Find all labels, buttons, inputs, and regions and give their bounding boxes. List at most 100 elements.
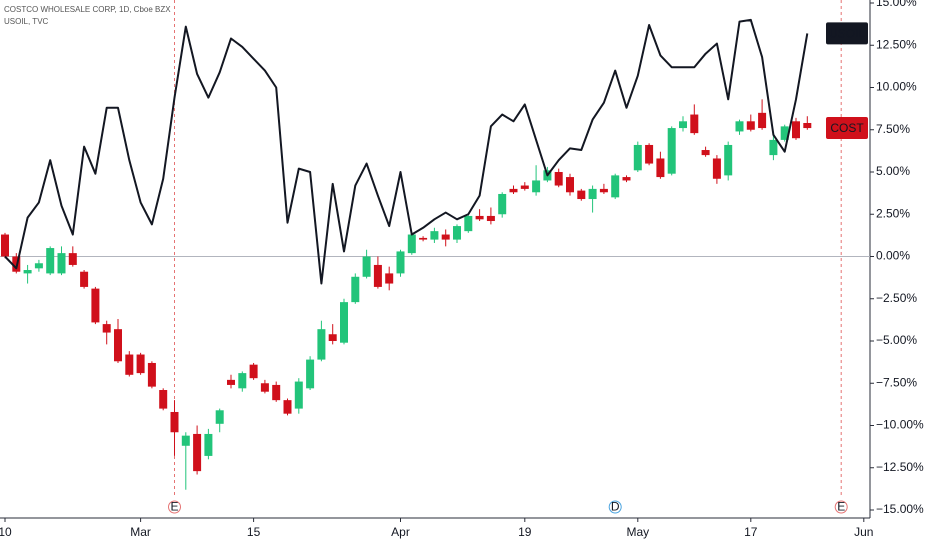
event-label: E <box>837 500 845 514</box>
candle-body <box>746 121 755 130</box>
candle-body <box>464 215 473 232</box>
price-badge-label: COST <box>830 121 864 135</box>
candle-body <box>125 354 134 375</box>
candle-body <box>566 177 574 193</box>
candle-body <box>136 354 145 374</box>
candle-body <box>170 411 179 433</box>
event-marker <box>834 500 848 514</box>
candle-body <box>667 128 676 174</box>
candle-body <box>588 188 597 200</box>
y-tick-label: −7.50% <box>876 375 917 389</box>
candle-body <box>633 144 642 171</box>
candle-body <box>792 121 800 139</box>
chart-subtitle: USOIL, TVC <box>4 17 49 26</box>
price-badge-label: USOIL <box>829 27 865 41</box>
candle-body <box>599 188 608 193</box>
candle-body <box>340 302 348 343</box>
candle-body <box>475 215 484 220</box>
candle-body <box>57 253 66 274</box>
candle-body <box>735 121 744 132</box>
candle-body <box>328 334 337 341</box>
candle-body <box>193 433 202 472</box>
candle-body <box>283 400 292 414</box>
candle-body <box>396 251 405 274</box>
candle-body <box>532 180 541 193</box>
candle-body <box>23 270 32 274</box>
candle-body <box>520 185 529 189</box>
y-tick-label: 0.00% <box>876 249 910 263</box>
candle-body <box>227 379 235 385</box>
candle-body <box>204 433 213 456</box>
candle-body <box>80 271 89 287</box>
candle-body <box>181 435 190 446</box>
candle-body <box>453 226 461 240</box>
x-tick-label: 15 <box>247 525 261 539</box>
candle-body <box>373 264 382 287</box>
candle-body <box>102 324 111 333</box>
y-tick-label: 12.50% <box>876 37 917 51</box>
candle-body <box>554 172 563 186</box>
y-tick-label: −12.50% <box>876 460 924 474</box>
y-tick-label: −10.00% <box>876 418 924 432</box>
x-tick-label: Mar <box>130 525 151 539</box>
y-tick-label: −2.50% <box>876 291 917 305</box>
candle-body <box>758 112 767 129</box>
candle-body <box>238 373 247 389</box>
x-tick-label: Jun <box>854 525 873 539</box>
candle-body <box>1 234 9 257</box>
event-marker <box>608 500 622 514</box>
price-badge <box>826 117 868 140</box>
candle-body <box>114 329 122 362</box>
y-tick-label: 10.00% <box>876 80 917 94</box>
candle-body <box>486 215 495 222</box>
candle-body <box>611 175 620 198</box>
candle-body <box>91 288 100 323</box>
candle-body <box>430 231 439 240</box>
y-tick-label: 7.50% <box>876 122 910 136</box>
candle-body <box>46 248 55 274</box>
candle-body <box>272 384 281 401</box>
y-tick-label: −15.00% <box>876 502 924 516</box>
candle-body <box>803 122 812 129</box>
candle-body <box>147 362 156 387</box>
series-line <box>4 18 809 285</box>
candle-body <box>656 158 665 178</box>
candle-body <box>34 263 43 269</box>
event-marker <box>168 500 181 514</box>
candle-body <box>407 234 416 254</box>
candle-body <box>509 188 518 193</box>
x-tick-label: 17 <box>744 525 758 539</box>
candle-body <box>385 273 394 284</box>
candle-body <box>351 276 360 303</box>
candle-body <box>622 177 631 181</box>
candle-body <box>769 139 778 156</box>
event-label: D <box>611 500 620 514</box>
candle-body <box>577 190 586 200</box>
candle-body <box>419 237 428 240</box>
y-tick-label: 2.50% <box>876 206 910 220</box>
chart-title: COSTCO WHOLESALE CORP, 1D, Cboe BZX <box>4 5 171 14</box>
candle-body <box>441 234 450 240</box>
price-badge <box>826 22 868 45</box>
y-tick-label: 5.00% <box>876 164 910 178</box>
candle-body <box>317 329 326 360</box>
y-tick-label: −5.00% <box>876 333 917 347</box>
candle-body <box>645 144 654 164</box>
candle-body <box>712 158 721 179</box>
candle-body <box>68 253 77 265</box>
candle-body <box>724 144 733 176</box>
x-tick-label: 19 <box>518 525 532 539</box>
x-tick-label: 10 <box>0 525 12 539</box>
y-tick-label: 15.00% <box>876 0 917 9</box>
candle-body <box>701 150 710 156</box>
x-tick-label: May <box>626 525 649 539</box>
candle-body <box>215 410 224 424</box>
candle-body <box>690 114 699 134</box>
event-label: E <box>170 500 178 514</box>
candle-body <box>260 383 269 392</box>
candle-body <box>679 121 687 129</box>
candle-body <box>306 359 315 389</box>
candle-body <box>498 193 507 215</box>
